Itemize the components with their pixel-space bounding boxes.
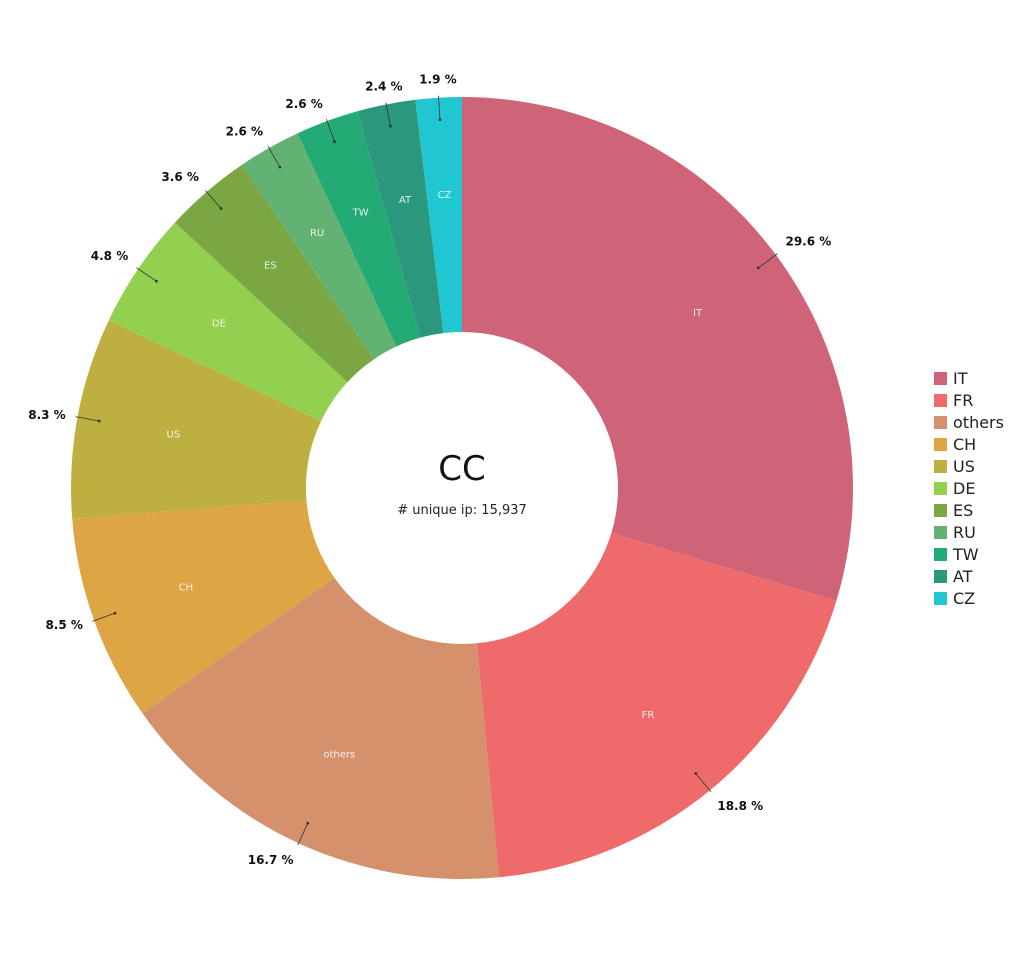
percent-label-at: 2.4 % [365, 80, 402, 94]
legend-swatch [934, 547, 947, 561]
legend-item-de[interactable]: DE [934, 477, 1004, 499]
legend-swatch [934, 481, 947, 495]
slice-label-others: others [323, 750, 355, 761]
leader-line-it [757, 253, 778, 269]
slice-at[interactable] [357, 99, 444, 338]
slice-fr[interactable] [476, 533, 837, 878]
legend: IT FR others CH US DE ES RU TW AT CZ [934, 367, 1004, 609]
legend-swatch [934, 437, 947, 451]
slice-label-cz: CZ [438, 190, 452, 201]
slice-de[interactable] [108, 222, 348, 422]
percent-labels-group: 29.6 % 18.8 % 16.7 % 8.5 % 8.3 % 4.8 % 3.6 % 2.… [28, 73, 831, 867]
slice-label-ru: RU [310, 228, 324, 239]
leader-line-cz [438, 95, 441, 120]
legend-item-it[interactable]: IT [934, 367, 1004, 389]
slice-ru[interactable] [241, 133, 397, 360]
leader-line-es [205, 190, 222, 209]
leader-dot-us [97, 419, 101, 423]
percent-label-fr: 18.8 % [717, 799, 763, 813]
leader-dot-at [389, 124, 392, 128]
slice-label-ch: CH [179, 583, 194, 594]
leader-dot-tw [333, 140, 336, 144]
legend-label: ES [953, 500, 974, 520]
slice-others[interactable] [142, 577, 499, 879]
percent-label-tw: 2.6 % [285, 97, 322, 111]
legend-label: CZ [953, 588, 976, 608]
slice-label-it: IT [693, 308, 703, 319]
leader-line-us [75, 416, 100, 422]
leader-dot-cz [438, 118, 442, 122]
percent-label-ru: 2.6 % [226, 125, 263, 139]
percent-label-cz: 1.9 % [419, 73, 456, 87]
legend-label: TW [953, 544, 979, 564]
leader-dot-it [756, 266, 760, 270]
slice-label-fr: FR [642, 710, 655, 721]
percent-label-es: 3.6 % [161, 170, 198, 184]
percent-label-it: 29.6 % [785, 235, 831, 249]
leader-dot-ch [113, 611, 117, 615]
legend-swatch [934, 525, 947, 539]
slice-labels-group: IT FR others CH US DE ES RU TW AT CZ [167, 190, 703, 761]
percent-label-us: 8.3 % [28, 408, 65, 422]
slice-tw[interactable] [297, 111, 421, 347]
slices-group [71, 97, 854, 879]
leader-dot-ru [278, 165, 282, 169]
slice-label-at: AT [399, 195, 412, 206]
legend-item-others[interactable]: others [934, 411, 1004, 433]
slice-us[interactable] [71, 320, 322, 519]
legend-swatch [934, 393, 947, 407]
leader-dot-fr [694, 772, 698, 775]
legend-swatch [934, 371, 947, 385]
legend-swatch [934, 591, 947, 605]
legend-label: others [953, 412, 1004, 432]
legend-item-ru[interactable]: RU [934, 521, 1004, 543]
legend-label: US [953, 456, 975, 476]
slice-label-tw: TW [352, 208, 369, 219]
leader-line-others [297, 823, 309, 846]
legend-swatch [934, 503, 947, 517]
legend-label: RU [953, 522, 976, 542]
legend-label: AT [953, 566, 973, 586]
legend-item-us[interactable]: US [934, 455, 1004, 477]
slice-it[interactable] [462, 97, 854, 601]
leader-line-at [385, 102, 391, 127]
legend-item-at[interactable]: AT [934, 565, 1004, 587]
slice-ch[interactable] [72, 500, 335, 714]
legend-label: DE [953, 478, 976, 498]
slice-label-es: ES [264, 261, 277, 272]
leader-dot-es [219, 207, 223, 210]
legend-swatch [934, 459, 947, 473]
legend-item-fr[interactable]: FR [934, 389, 1004, 411]
percent-label-others: 16.7 % [248, 853, 294, 867]
legend-item-tw[interactable]: TW [934, 543, 1004, 565]
legend-item-cz[interactable]: CZ [934, 587, 1004, 609]
chart-title: CC [438, 449, 485, 489]
leader-line-de [136, 267, 157, 282]
chart-subtitle: # unique ip: 15,937 [397, 503, 527, 518]
legend-swatch [934, 415, 947, 429]
leader-lines-group [75, 95, 778, 846]
slice-label-us: US [167, 430, 181, 441]
leader-line-ru [267, 146, 281, 168]
legend-item-es[interactable]: ES [934, 499, 1004, 521]
legend-label: CH [953, 434, 977, 454]
slice-cz[interactable] [415, 97, 462, 334]
legend-swatch [934, 569, 947, 583]
leader-line-fr [695, 773, 712, 793]
slice-label-de: DE [212, 319, 226, 330]
leader-line-tw [325, 119, 335, 142]
leader-dot-others [306, 821, 310, 825]
percent-label-ch: 8.5 % [45, 618, 82, 632]
legend-label: FR [953, 390, 974, 410]
percent-label-de: 4.8 % [91, 249, 128, 263]
leader-dot-de [155, 279, 158, 283]
legend-label: IT [953, 368, 968, 388]
legend-item-ch[interactable]: CH [934, 433, 1004, 455]
leader-line-ch [92, 612, 116, 622]
slice-es[interactable] [174, 164, 375, 383]
